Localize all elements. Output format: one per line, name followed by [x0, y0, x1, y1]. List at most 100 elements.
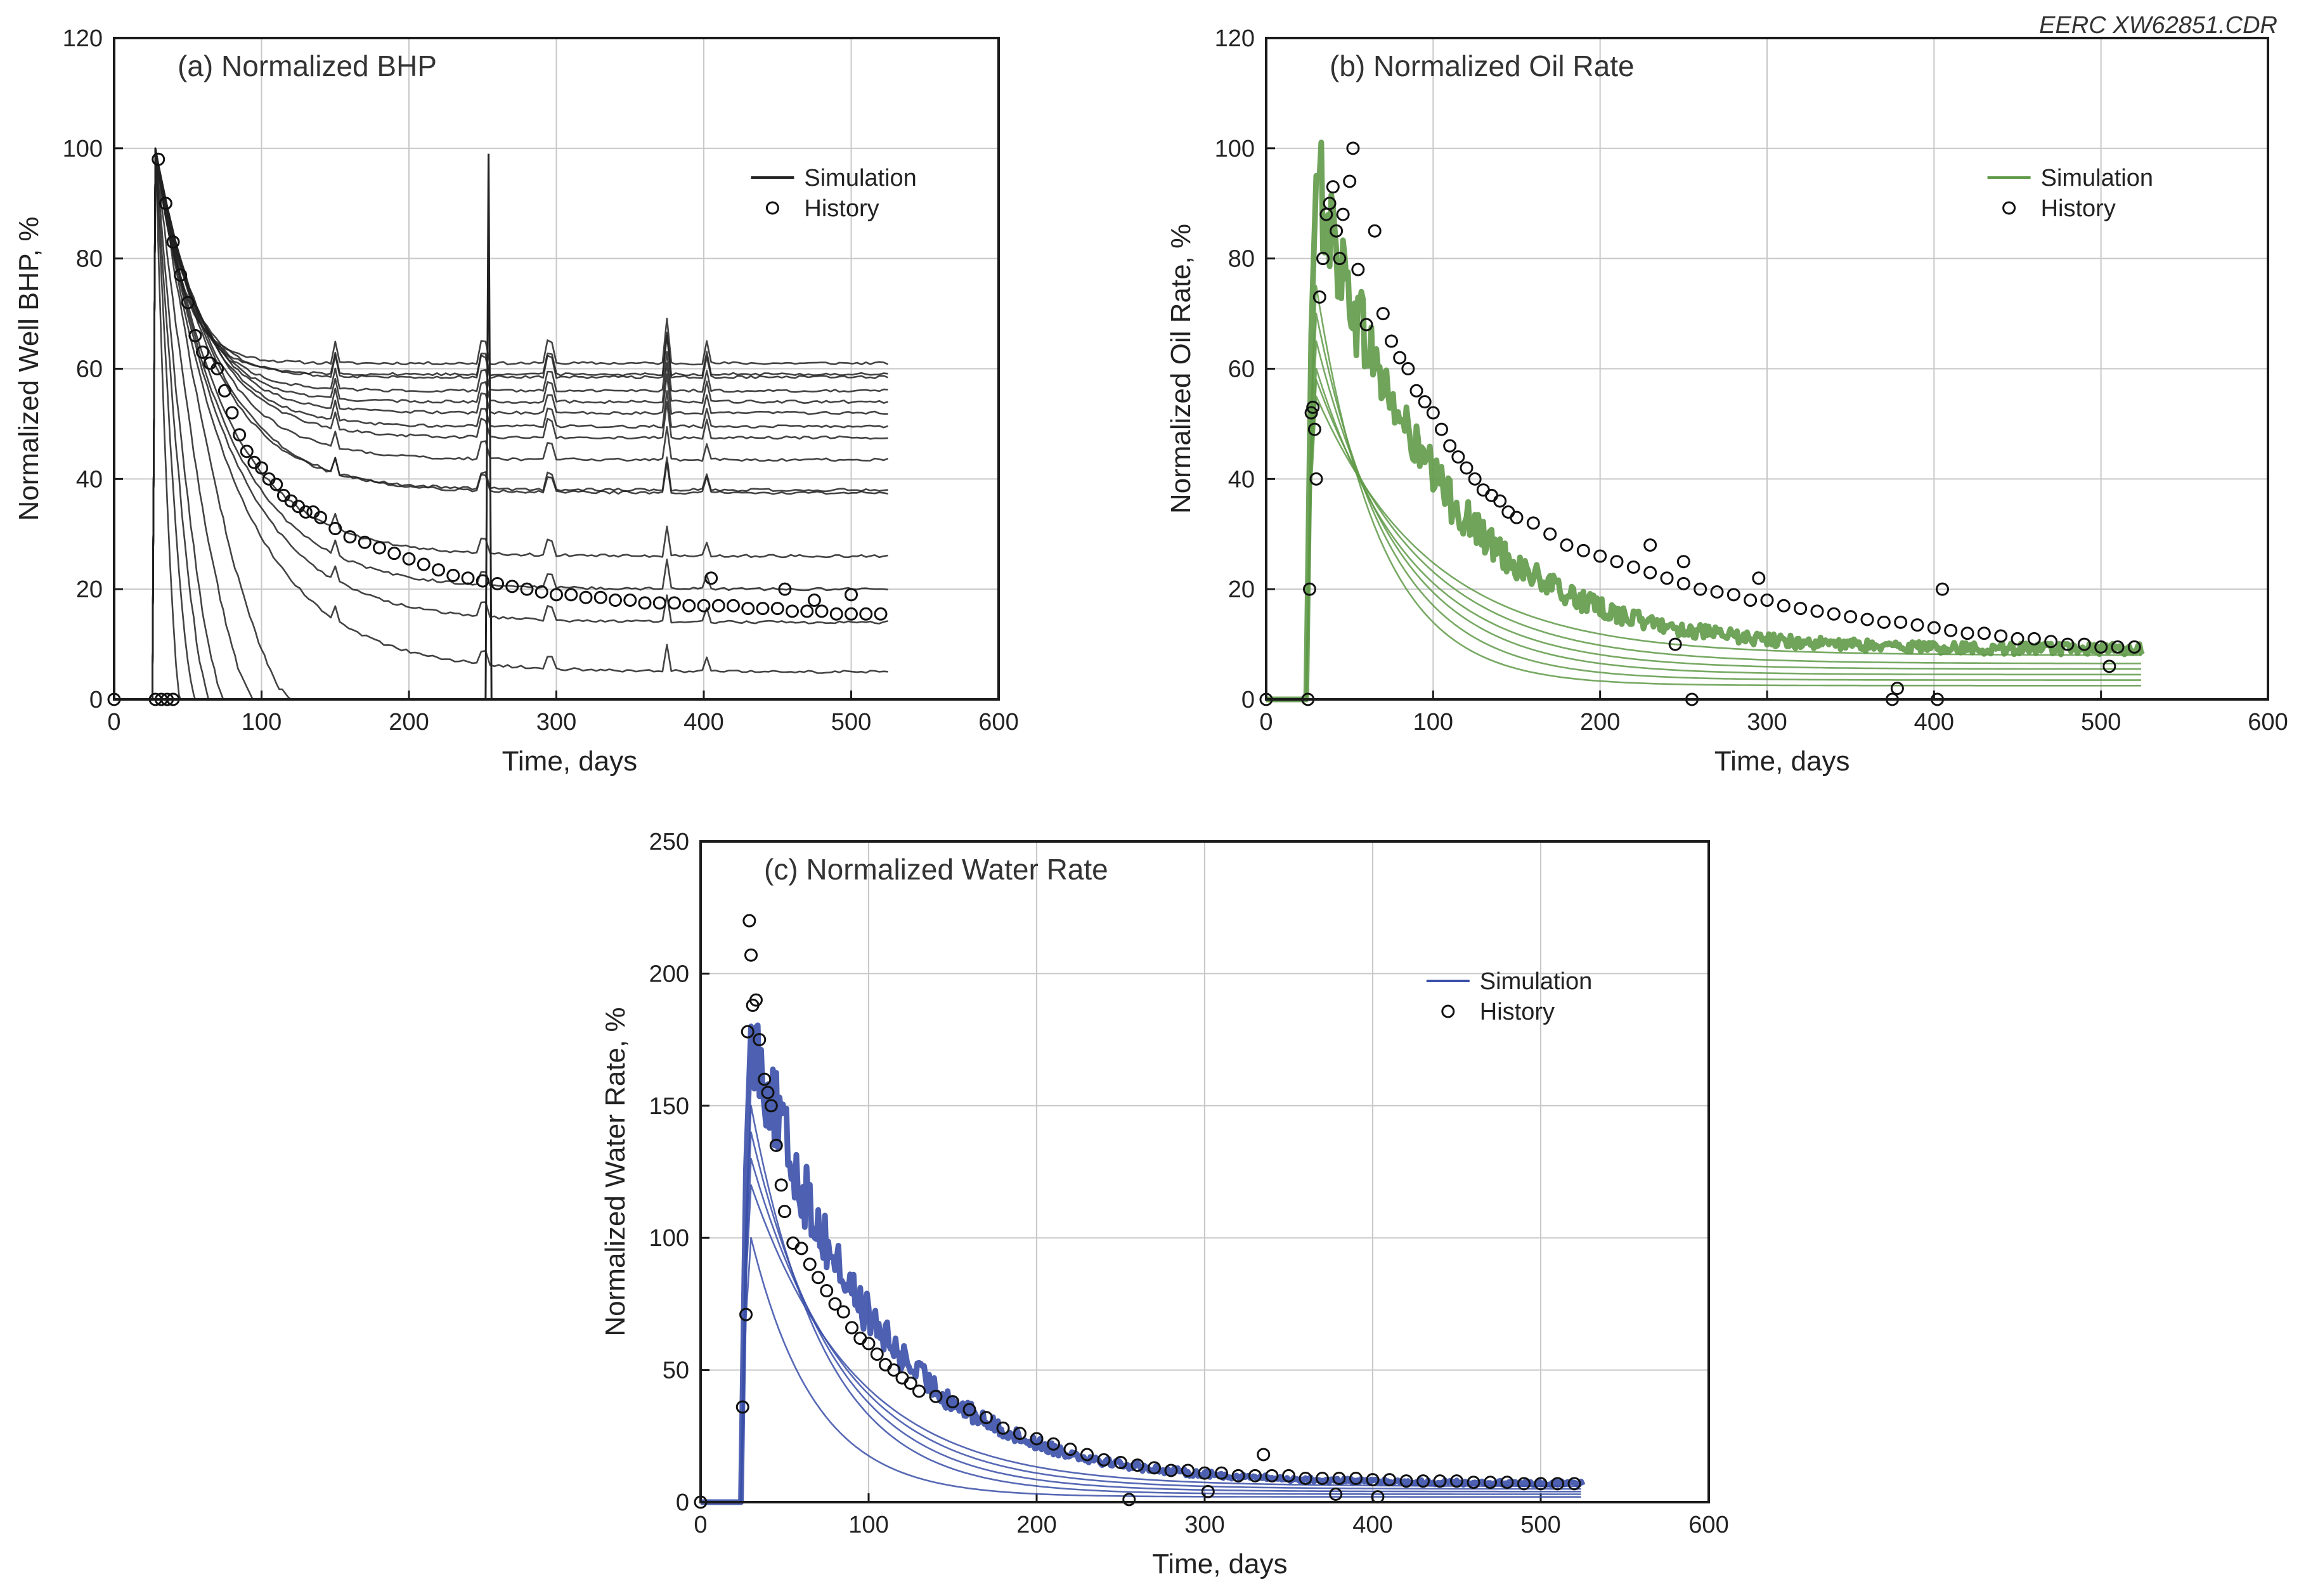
history-point	[1694, 582, 1707, 596]
history-point	[1376, 307, 1390, 321]
history-point	[1443, 439, 1457, 453]
history-point	[1493, 494, 1507, 508]
y-tick-label: 100	[649, 1225, 689, 1252]
history-point	[1248, 1469, 1262, 1482]
history-point	[1265, 1469, 1279, 1482]
chart-panel-3: 0 100 200 300 400 500 600 0 50 100 150 200 250 (c) No…	[600, 829, 1729, 1580]
history-point	[217, 384, 231, 398]
history-point	[1181, 1463, 1195, 1477]
x-tick-label: 500	[1520, 1512, 1560, 1538]
legend-history-label: History	[2041, 195, 2116, 222]
history-point	[735, 1400, 749, 1414]
history-point	[1610, 555, 1624, 569]
history-point	[1231, 1469, 1245, 1482]
history-point	[593, 590, 607, 604]
y-axis-label: Normalized Water Rate, %	[600, 1007, 631, 1336]
y-tick-label: 200	[649, 961, 689, 987]
history-point	[879, 1358, 892, 1372]
history-point	[1336, 207, 1350, 221]
legend: Simulation History	[1987, 165, 2153, 222]
history-point	[870, 1347, 884, 1361]
history-point	[1306, 400, 1320, 414]
x-tick-label: 200	[1016, 1512, 1056, 1538]
legend-simulation-label: Simulation	[2041, 165, 2153, 191]
plot-frame	[699, 840, 1710, 1503]
history-point	[758, 1072, 772, 1086]
y-tick-label: 0	[1241, 687, 1255, 713]
legend-history-label: History	[804, 195, 879, 222]
simulation-line	[114, 147, 888, 701]
simulation-line	[114, 147, 888, 701]
history-point	[1460, 461, 1474, 475]
history-point	[1960, 626, 1974, 640]
history-point	[1567, 1477, 1581, 1491]
history-point	[778, 1205, 791, 1219]
history-point	[579, 590, 593, 604]
simulation-line	[114, 147, 888, 701]
history-point	[269, 477, 283, 491]
history-point	[1257, 1448, 1271, 1462]
history-point	[1576, 543, 1590, 557]
x-tick-label: 400	[1914, 709, 1954, 736]
history-point	[1501, 505, 1515, 519]
x-tick-label: 300	[536, 709, 576, 736]
history-point	[196, 345, 209, 359]
history-point	[2102, 659, 2116, 673]
y-axis-label: Normalized Well BHP, %	[13, 216, 44, 521]
legend-simulation-label: Simulation	[804, 165, 916, 191]
simulation-series-group	[1266, 139, 2145, 703]
simulation-line	[114, 147, 888, 701]
history-point	[1534, 1477, 1548, 1491]
y-tick-label: 40	[1228, 466, 1255, 493]
history-point	[159, 197, 172, 211]
history-point	[328, 522, 342, 536]
history-point	[609, 594, 622, 607]
x-axis-label: Time, days	[1714, 746, 1850, 777]
history-point	[1927, 621, 1941, 635]
history-point	[1752, 571, 1766, 585]
history-point	[807, 594, 821, 607]
history-point	[476, 574, 489, 588]
history-point	[387, 547, 401, 561]
chart-panel-1: 0 100 200 300 400 500 600 0 20 40 60 80 100 120 (a) No…	[13, 25, 1019, 777]
history-point	[744, 948, 758, 962]
history-point	[1409, 384, 1423, 398]
history-point	[2027, 632, 2041, 646]
simulation-series-group	[701, 1022, 1586, 1505]
history-point	[1485, 488, 1498, 502]
history-point	[1309, 472, 1323, 486]
y-tick-label: 20	[76, 576, 103, 603]
simulation-line	[114, 147, 888, 701]
history-point	[1643, 566, 1657, 580]
history-series-group	[694, 914, 1581, 1509]
history-point	[1810, 604, 1824, 618]
history-point	[786, 1236, 800, 1250]
history-point	[1198, 1466, 1212, 1480]
history-point	[1416, 1474, 1430, 1488]
history-point	[1401, 362, 1415, 375]
history-point	[1977, 626, 1991, 640]
history-point	[1560, 538, 1574, 552]
history-point	[314, 510, 327, 524]
figure-code-label: EERC XW62851.CDR	[2039, 12, 2277, 39]
simulation-line	[701, 1157, 1581, 1503]
x-tick-label: 400	[683, 709, 723, 736]
x-tick-label: 0	[694, 1512, 707, 1538]
history-point	[774, 1178, 788, 1192]
chart-title: (a) Normalized BHP	[178, 49, 437, 82]
history-point	[240, 444, 254, 458]
x-tick-label: 400	[1352, 1512, 1392, 1538]
history-point	[682, 599, 696, 613]
history-point	[1215, 1466, 1228, 1480]
x-tick-label: 200	[1580, 709, 1620, 736]
history-point	[233, 428, 247, 442]
history-point	[432, 563, 445, 577]
history-point	[1435, 422, 1448, 436]
history-point	[749, 993, 763, 1007]
history-point	[1994, 629, 2008, 643]
y-tick-label: 120	[1215, 25, 1255, 52]
history-point	[1593, 549, 1607, 563]
